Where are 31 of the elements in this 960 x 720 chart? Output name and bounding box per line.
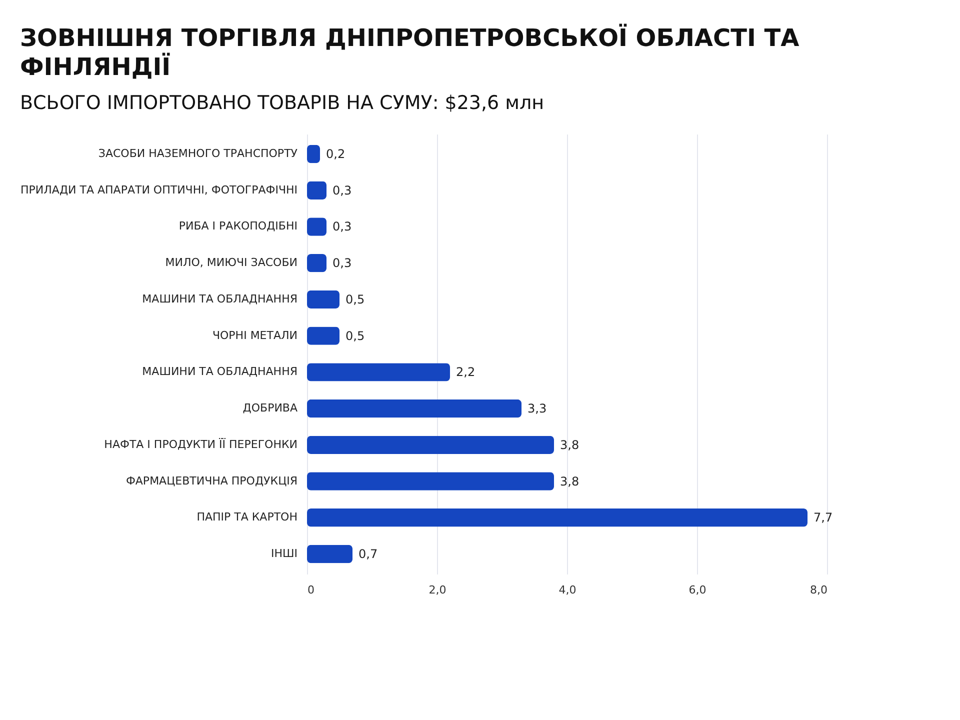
data-label: 3,3 [528, 401, 547, 416]
y-tick-label: ПАПІР ТА КАРТОН [196, 510, 298, 524]
data-label: 0,5 [346, 292, 365, 306]
data-label: 3,8 [560, 438, 580, 452]
y-tick-label: ДОБРИВА [242, 401, 298, 414]
data-label: 2,2 [456, 364, 476, 379]
y-tick-label: НАФТА І ПРОДУКТИ ЇЇ ПЕРЕГОНКИ [104, 436, 298, 451]
data-label: 0,3 [332, 219, 352, 234]
data-label: 3,8 [560, 474, 580, 488]
x-tick-label: 0 [308, 583, 314, 596]
y-tick-label: МАШИНИ ТА ОБЛАДНАННЯ [142, 364, 298, 378]
data-label: 0,3 [332, 256, 352, 270]
y-tick-label: ФАРМАЦЕВТИЧНА ПРОДУКЦІЯ [126, 474, 298, 487]
x-tick-label: 2,0 [428, 583, 446, 596]
y-tick-label: МАШИНИ ТА ОБЛАДНАННЯ [142, 292, 298, 306]
y-tick-label: ІНШІ [270, 546, 298, 560]
chart-title: ЗОВНІШНЯ ТОРГІВЛЯ ДНІПРОПЕТРОВСЬКОЇ ОБЛАСТІ ТА ФІНЛЯНДІЇ [20, 24, 800, 82]
data-label: 0,3 [332, 182, 352, 197]
data-label: 0,5 [346, 328, 365, 342]
data-label: 0,7 [358, 546, 378, 561]
y-tick-label: ПРИЛАДИ ТА АПАРАТИ ОПТИЧНІ, ФОТОГРАФІЧНІ [20, 182, 298, 196]
chart-subtitle: ВСЬОГО ІМПОРТОВАНО ТОВАРІВ НА СУМУ: $23,6 млн [20, 92, 546, 114]
y-tick-label: МИЛО, МИЮЧІ ЗАСОБИ [165, 256, 298, 269]
data-label: 7,7 [814, 510, 833, 524]
y-tick-label: РИБА І РАКОПОДІБНІ [178, 219, 298, 232]
data-label: 0,2 [326, 146, 346, 161]
x-tick-label: 8,0 [810, 583, 828, 596]
x-tick-label: 4,0 [558, 583, 576, 596]
y-tick-label: ЗАСОБИ НАЗЕМНОГО ТРАНСПОРТУ [98, 146, 298, 160]
x-tick-label: 6,0 [688, 583, 706, 596]
y-tick-label: ЧОРНІ МЕТАЛИ [212, 328, 298, 342]
